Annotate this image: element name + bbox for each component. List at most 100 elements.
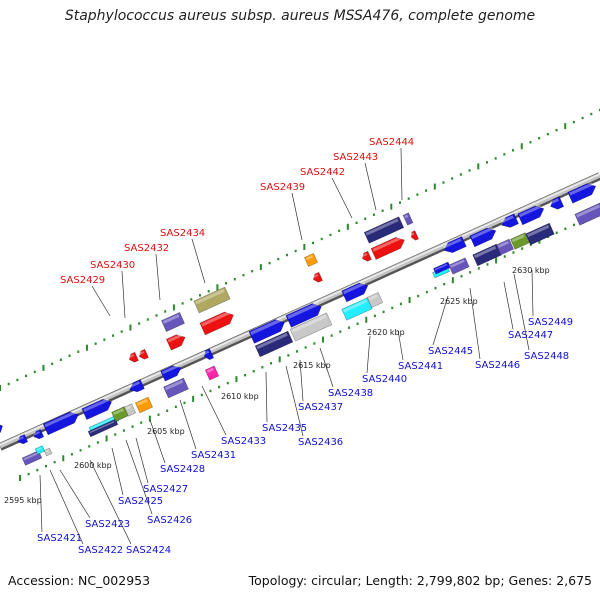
inner-tick-dot [140, 421, 143, 424]
gene-label-lower: SAS2436 [298, 437, 343, 448]
inner-tick-dot [434, 286, 437, 290]
outer-tick-dot [94, 342, 97, 345]
label-leader [49, 469, 84, 545]
gene-forward [160, 364, 182, 382]
gene-labels: SAS2429 SAS2430 SAS2432 SAS2434 SAS2439 SAS24… [37, 137, 573, 556]
gene-reverse [495, 238, 515, 256]
genome-title: Staphylococcus aureus subsp. aureus MSSA… [64, 8, 536, 24]
inner-tick-dot [399, 302, 402, 306]
outer-tick-dot [42, 364, 45, 371]
gene-upper [361, 250, 372, 262]
kbp-tick-label: 2620 kbp [367, 328, 405, 337]
gene-reverse [123, 403, 137, 417]
label-leader [91, 285, 111, 317]
label-leader [155, 253, 161, 301]
gene-reverse [341, 297, 373, 321]
outer-tick-dot [538, 137, 541, 140]
outer-tick-dot [242, 273, 245, 277]
inner-tick-dot [339, 330, 342, 333]
outer-tick-dot [520, 143, 523, 150]
inner-tick-dot [114, 433, 117, 436]
gene-upper [161, 312, 185, 332]
gene-label-upper: SAS2442 [300, 167, 345, 178]
outer-tick-dot [485, 161, 488, 164]
label-leader [111, 447, 124, 496]
genome-summary: Topology: circular; Length: 2,799,802 bp… [248, 573, 592, 588]
outer-tick-dot [233, 278, 236, 281]
inner-tick-dot [200, 393, 203, 397]
gene-reverse [43, 447, 53, 457]
inner-tick-dot [157, 413, 160, 416]
inner-tick-dot [555, 231, 558, 234]
kbp-tick-label: 2610 kbp [221, 392, 259, 401]
outer-tick-dot [190, 298, 193, 301]
outer-tick-dot [51, 362, 54, 366]
outer-tick-dot [207, 290, 210, 293]
gene-upper [138, 348, 149, 360]
inner-tick-dot [96, 441, 99, 444]
gene-upper [402, 212, 414, 226]
gene-label-upper: SAS2439 [260, 182, 305, 193]
kbp-ticks: 2595 kbp 2600 kbp 2605 kbp 2610 kbp 2615 kbp… [4, 266, 550, 505]
gene-label-lower: SAS2438 [328, 388, 373, 399]
gene-upper [312, 271, 323, 283]
kbp-tick-label: 2630 kbp [512, 266, 550, 275]
label-leader [265, 371, 268, 423]
inner-tick-dot [36, 468, 39, 472]
gene-label-upper: SAS2429 [60, 275, 105, 286]
outer-tick-dot [468, 169, 471, 172]
gene-reverse [510, 232, 530, 250]
gene-reverse [289, 312, 333, 342]
inner-tick-dot [148, 415, 151, 422]
inner-tick-dot [356, 322, 359, 325]
inner-tick-dot [183, 401, 186, 405]
outer-tick-dot [25, 374, 28, 378]
outer-tick-dot [416, 193, 419, 196]
outer-tick-dot [329, 233, 332, 237]
outer-tick-dot [546, 132, 549, 136]
label-leader [125, 439, 153, 515]
outer-tick-dot [512, 149, 515, 152]
outer-tick-dot [364, 217, 367, 220]
inner-tick-dot [174, 405, 177, 409]
outer-tick-dot [16, 378, 19, 382]
gene-upper [370, 236, 405, 260]
gene-label-lower: SAS2427 [143, 484, 188, 495]
inner-tick-dot [244, 373, 247, 377]
outer-tick-dot [103, 338, 106, 341]
label-leader [331, 177, 353, 219]
outer-tick-dot [33, 370, 36, 374]
outer-tick-dot [572, 120, 575, 124]
gene-label-upper: SAS2444 [369, 137, 414, 148]
gene-label-lower: SAS2424 [126, 545, 171, 556]
label-leader [364, 162, 377, 211]
outer-tick-dot [59, 358, 62, 361]
gene-label-lower: SAS2435 [262, 423, 307, 434]
outer-tick-dot [77, 350, 80, 353]
outer-tick-dot [494, 157, 497, 160]
inner-tick-dot [477, 267, 480, 270]
gene-forward [81, 398, 113, 421]
outer-tick-dot [312, 241, 315, 245]
gene-forward [33, 429, 45, 440]
inner-tick-dot [573, 223, 576, 227]
inner-tick-dot [278, 356, 281, 363]
inner-tick-dot [382, 310, 385, 314]
outer-tick-dot [146, 318, 149, 321]
label-leaders [39, 147, 534, 545]
inner-tick-dot [70, 453, 73, 456]
gene-forward [549, 196, 565, 210]
gene-forward [0, 422, 3, 436]
gene-reverse [87, 418, 119, 438]
outer-tick-dot [372, 213, 375, 216]
outer-tick-dot [155, 314, 158, 317]
gene-reverse [525, 222, 555, 246]
inner-tick-dot [460, 275, 463, 278]
inner-tick-dot [62, 455, 65, 462]
gene-label-upper: SAS2430 [90, 260, 135, 271]
inner-tick-dot [296, 350, 299, 353]
inner-tick-dot [486, 263, 489, 266]
outer-tick-dot [181, 302, 184, 305]
inner-tick-dot [304, 346, 307, 349]
